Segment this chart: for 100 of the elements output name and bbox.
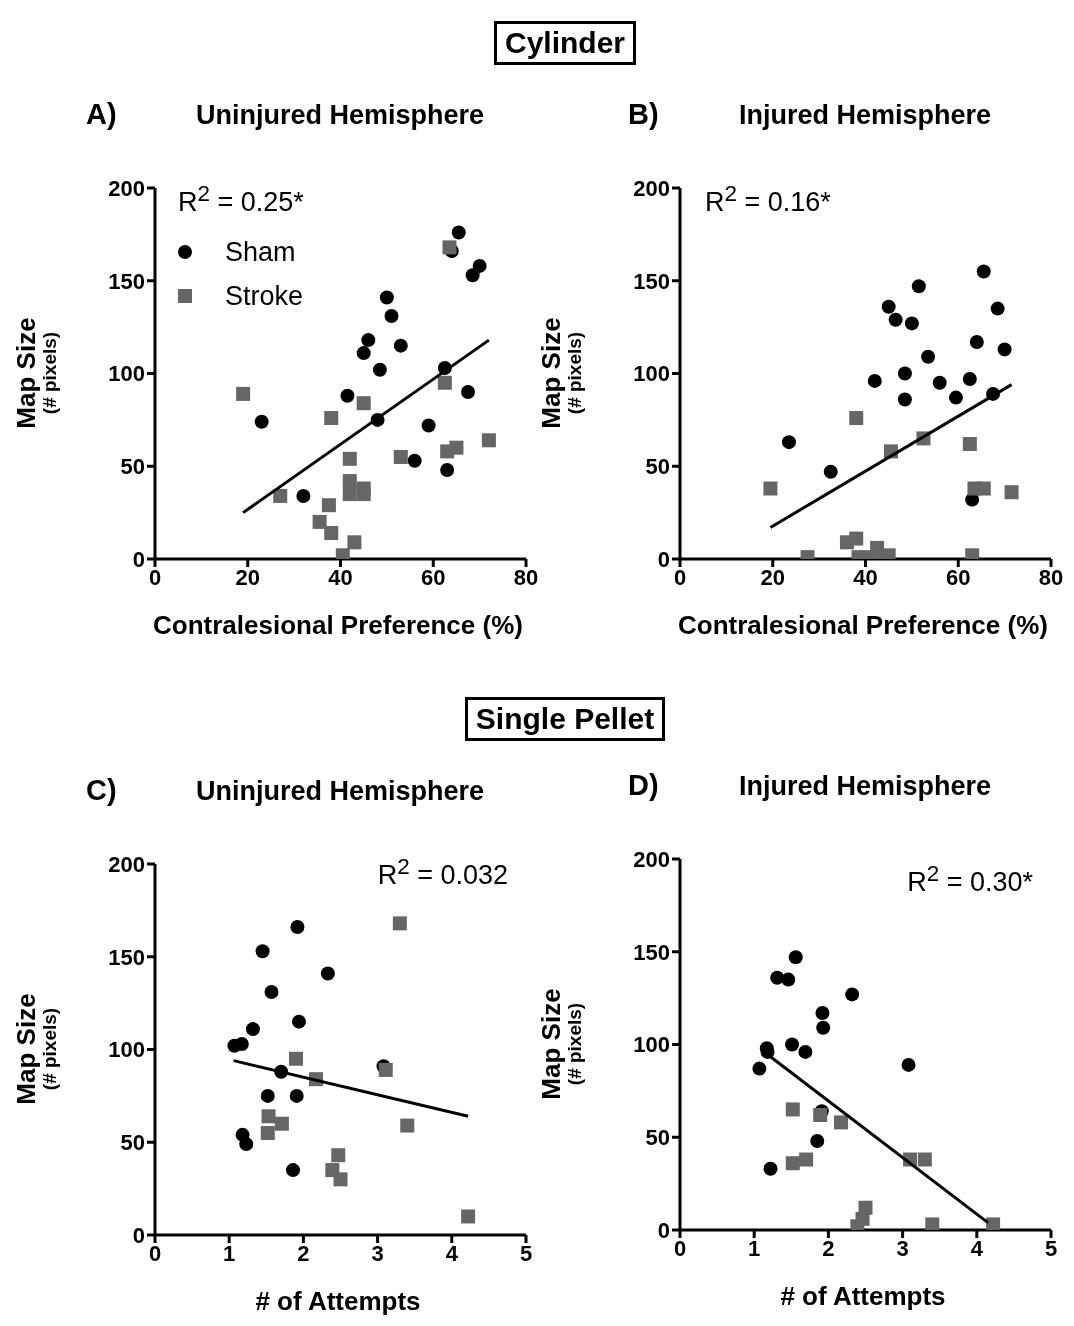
point	[372, 362, 387, 377]
point	[752, 1061, 767, 1076]
point	[451, 225, 466, 240]
x-tick-label: 3	[371, 1240, 384, 1266]
text: D)	[628, 769, 659, 802]
point	[264, 985, 279, 999]
point	[763, 481, 778, 496]
legend-label: Stroke	[225, 280, 304, 312]
point	[962, 372, 977, 387]
point	[763, 1161, 778, 1176]
point	[288, 1051, 303, 1066]
point	[781, 972, 796, 987]
point	[320, 966, 335, 981]
y-tick-label: 50	[120, 454, 145, 480]
point	[407, 453, 422, 468]
y-tick-label: 50	[645, 1125, 670, 1151]
point	[342, 451, 357, 466]
point	[904, 316, 919, 331]
point	[340, 388, 355, 403]
y-tick-label: 50	[120, 1130, 145, 1156]
point	[361, 333, 376, 348]
point	[849, 411, 864, 426]
point	[997, 342, 1012, 357]
point	[481, 433, 496, 448]
point	[888, 312, 903, 327]
y-axis-title: Map Size (# pixels)	[11, 992, 61, 1107]
point	[781, 435, 796, 450]
point	[785, 1102, 800, 1117]
x-tick-label: 40	[853, 564, 878, 590]
point	[260, 1088, 275, 1103]
x-tick-label: 0	[148, 564, 162, 590]
x-tick-label: 1	[748, 1235, 761, 1261]
point	[227, 1038, 242, 1053]
x-tick-label: 0	[673, 564, 687, 590]
point	[815, 1005, 830, 1020]
x-tick-label: 5	[1044, 1235, 1058, 1261]
point	[932, 375, 947, 390]
point	[333, 1172, 348, 1187]
y-tick-label: 200	[108, 851, 145, 877]
point	[342, 487, 357, 502]
x-tick-label: 80	[1038, 564, 1064, 590]
y-tick-label: 150	[633, 939, 670, 965]
annotation: R$^{2}$ = 0.16*	[705, 181, 831, 218]
point	[897, 392, 912, 407]
x-tick-label: 4	[445, 1240, 459, 1266]
point	[440, 444, 455, 459]
x-tick-label: 40	[328, 564, 353, 590]
point	[948, 390, 963, 405]
x-tick-label: 2	[822, 1235, 835, 1261]
point	[437, 375, 452, 390]
point	[810, 1133, 825, 1148]
point	[347, 535, 362, 550]
point	[286, 1163, 301, 1178]
y-tick-label: 100	[108, 361, 145, 387]
point	[393, 338, 408, 353]
x-tick-label: 20	[760, 564, 785, 590]
point	[921, 349, 936, 364]
point	[392, 916, 407, 931]
point	[236, 386, 251, 401]
y-tick-label: 100	[633, 1032, 670, 1058]
point	[816, 1020, 831, 1035]
x-tick-label: 1	[223, 1240, 236, 1266]
point	[239, 1137, 254, 1152]
point	[260, 1125, 275, 1140]
point	[867, 373, 882, 388]
point	[440, 462, 455, 477]
point	[770, 970, 785, 985]
y-axis-title: Map Size (# pixels)	[11, 316, 61, 431]
point	[785, 1037, 800, 1052]
point	[1004, 485, 1019, 500]
x-tick-label: 80	[513, 564, 539, 590]
y-tick-label: 0	[657, 546, 670, 572]
point	[261, 1109, 276, 1124]
y-tick-label: 50	[645, 454, 670, 480]
x-axis-title: Contralesional Preference (%)	[677, 610, 1049, 641]
point	[331, 1148, 346, 1163]
point	[823, 464, 838, 479]
chart-title: Injured Hemisphere	[737, 100, 993, 131]
point	[384, 309, 399, 323]
point	[356, 487, 371, 502]
point	[976, 264, 991, 279]
point	[990, 301, 1005, 316]
x-axis-title: # of Attempts	[254, 1286, 422, 1317]
y-tick-label: 200	[108, 175, 145, 201]
point	[785, 1156, 800, 1171]
point	[393, 449, 408, 464]
point	[312, 514, 327, 529]
point	[897, 366, 912, 381]
point	[321, 498, 336, 513]
x-tick-label: 5	[519, 1240, 533, 1266]
point	[324, 526, 339, 541]
y-tick-label: 200	[633, 846, 670, 872]
point	[289, 1088, 304, 1103]
x-tick-label: 20	[235, 564, 260, 590]
annotation: R$^{2}$ = 0.25*	[178, 181, 304, 218]
point	[881, 299, 896, 314]
point	[274, 1116, 289, 1131]
point	[976, 481, 991, 496]
y-tick-label: 200	[633, 175, 670, 201]
chart-title: Injured Hemisphere	[737, 771, 993, 802]
